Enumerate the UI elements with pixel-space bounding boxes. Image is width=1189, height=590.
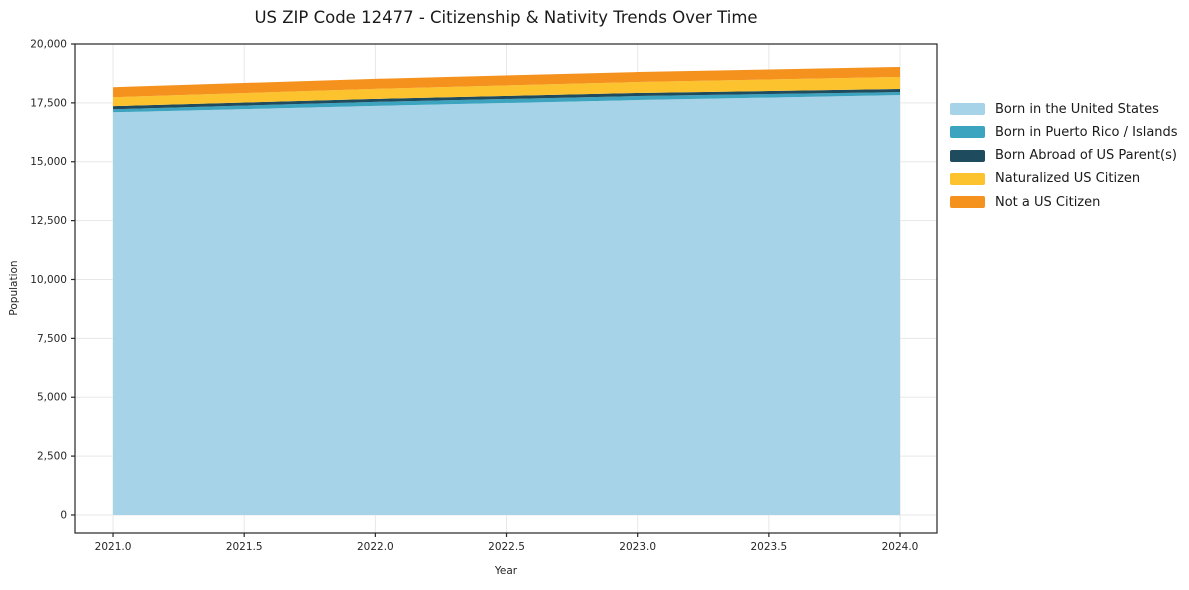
legend-swatch (950, 196, 985, 209)
area-series-layer (113, 66, 901, 515)
x-tick-label: 2022.0 (357, 541, 394, 553)
legend-item-not-a-us-citizen: Not a US Citizen (950, 194, 1178, 210)
legend-item-born-abroad-of-us-parent-s: Born Abroad of US Parent(s) (950, 148, 1178, 164)
area-born-abroad-of-us-parent-s (113, 88, 901, 110)
legend-item-born-in-puerto-rico-islands: Born in Puerto Rico / Islands (950, 124, 1178, 140)
y-tick-label: 7,500 (37, 333, 67, 345)
y-tick-label: 2,500 (37, 451, 67, 463)
area-born-in-puerto-rico-islands (113, 92, 901, 113)
legend-label: Born in the United States (995, 101, 1159, 117)
legend-swatch (950, 126, 985, 139)
chart-title: US ZIP Code 12477 - Citizenship & Nativi… (254, 8, 758, 27)
y-axis-label: Population (8, 260, 20, 316)
x-tick-label: 2021.0 (95, 541, 132, 553)
legend-swatch (950, 103, 985, 115)
legend-label: Born Abroad of US Parent(s) (995, 148, 1177, 164)
x-tick-label: 2021.5 (226, 541, 263, 553)
area-born-in-the-united-states (113, 95, 901, 515)
legend-item-born-in-the-united-states: Born in the United States (950, 101, 1178, 117)
y-tick-label: 5,000 (37, 392, 67, 404)
x-tick-label: 2023.5 (750, 541, 787, 553)
legend: Born in the United States Born in Puerto … (950, 101, 1178, 219)
x-tick-label: 2022.5 (488, 541, 525, 553)
x-axis-label: Year (494, 565, 518, 577)
legend-label: Not a US Citizen (995, 194, 1101, 210)
legend-label: Naturalized US Citizen (995, 171, 1141, 187)
legend-swatch (950, 172, 985, 185)
x-tick-label: 2023.0 (619, 541, 656, 553)
area-not-a-us-citizen (113, 66, 901, 98)
y-tick-label: 15,000 (30, 156, 67, 168)
area-naturalized-us-citizen (113, 76, 901, 107)
legend-item-naturalized-us-citizen: Naturalized US Citizen (950, 171, 1178, 187)
y-tick-label: 17,500 (30, 97, 67, 109)
legend-label: Born in Puerto Rico / Islands (995, 124, 1178, 140)
axis-ticks: 2021.0 2021.5 2022.0 2022.5 2023.0 2023.5 2024… (30, 39, 918, 554)
y-tick-label: 20,000 (30, 39, 67, 51)
y-tick-label: 12,500 (30, 215, 67, 227)
x-tick-label: 2024.0 (882, 541, 919, 553)
y-tick-label: 0 (60, 509, 67, 521)
y-tick-label: 10,000 (30, 274, 67, 286)
legend-swatch (950, 149, 985, 162)
